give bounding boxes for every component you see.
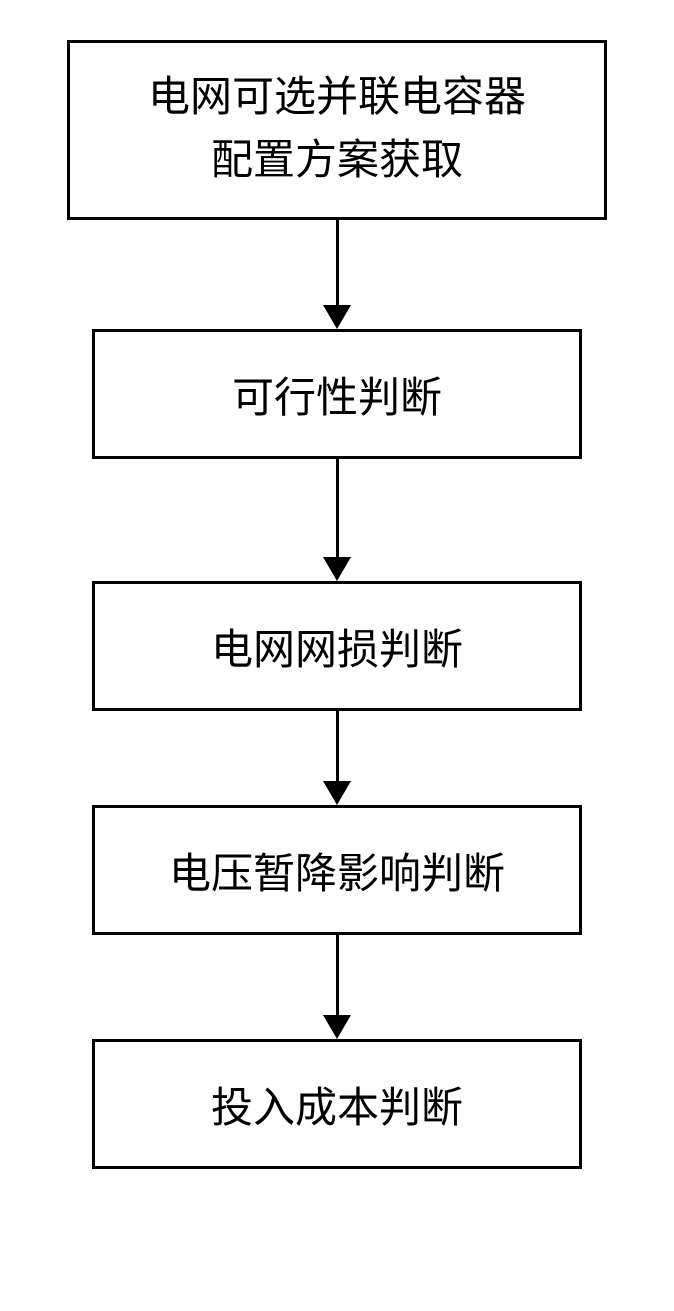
flowchart-node-1: 电网可选并联电容器 配置方案获取: [67, 40, 607, 220]
node-3-text: 电网网损判断: [211, 616, 463, 677]
node-5-text: 投入成本判断: [211, 1074, 463, 1135]
arrow-head-icon: [323, 557, 351, 581]
arrow-4-line: [336, 935, 339, 1015]
arrow-1-line: [336, 220, 339, 305]
node-1-text-line-1: 电网可选并联电容器: [148, 67, 526, 130]
flowchart-node-2: 可行性判断: [92, 329, 582, 459]
arrow-2: [323, 459, 351, 581]
flowchart-node-4: 电压暂降影响判断: [92, 805, 582, 935]
arrow-3-line: [336, 711, 339, 781]
flowchart-node-3: 电网网损判断: [92, 581, 582, 711]
flowchart-node-5: 投入成本判断: [92, 1039, 582, 1169]
arrow-head-icon: [323, 781, 351, 805]
node-1-text-line-2: 配置方案获取: [211, 130, 463, 193]
arrow-4: [323, 935, 351, 1039]
node-2-text: 可行性判断: [232, 364, 442, 425]
arrow-3: [323, 711, 351, 805]
arrow-1: [323, 220, 351, 329]
flowchart-container: 电网可选并联电容器 配置方案获取 可行性判断 电网网损判断 电压暂降影响判断 投…: [67, 40, 607, 1169]
arrow-head-icon: [323, 305, 351, 329]
arrow-2-line: [336, 459, 339, 557]
arrow-head-icon: [323, 1015, 351, 1039]
node-4-text: 电压暂降影响判断: [169, 840, 505, 901]
